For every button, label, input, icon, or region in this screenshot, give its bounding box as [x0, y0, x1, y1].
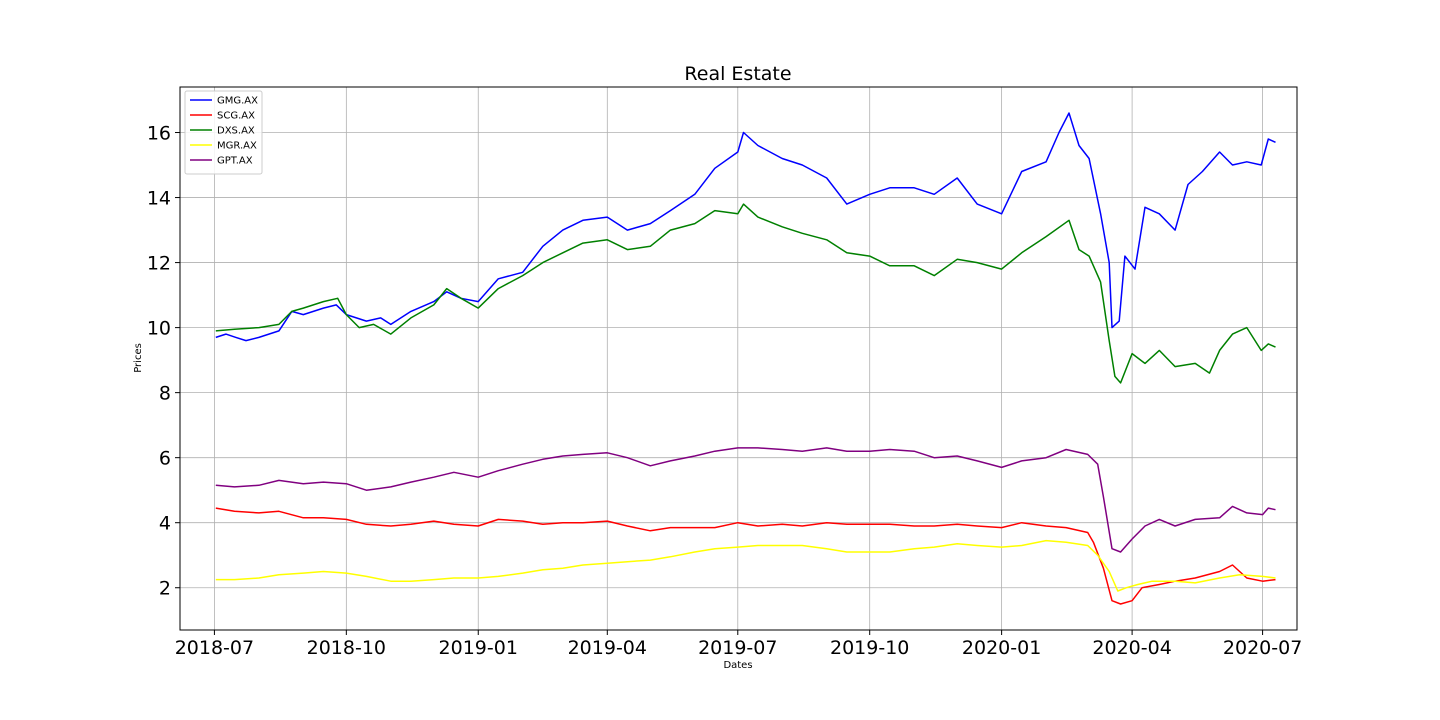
chart-title: Real Estate — [684, 63, 791, 85]
y-tick-label: 2 — [159, 578, 171, 600]
x-tick-label: 2019-04 — [568, 637, 647, 659]
series-layer — [215, 112, 1276, 605]
y-tick-label: 10 — [147, 318, 171, 340]
x-tick-label: 2018-07 — [175, 637, 254, 659]
y-axis-label: Prices — [133, 343, 144, 373]
y-axis: 2 4 6 8 10 12 14 16 — [147, 123, 180, 600]
grid — [180, 87, 1297, 630]
series-line-gpt-ax — [215, 447, 1276, 553]
x-tick-label: 2019-01 — [439, 637, 518, 659]
series-line-scg-ax — [215, 507, 1276, 605]
series-line-gmg-ax — [215, 112, 1276, 342]
legend-label: MGR.AX — [217, 141, 257, 152]
y-tick-label: 14 — [147, 188, 171, 210]
y-tick-label: 4 — [159, 513, 171, 535]
x-tick-label: 2020-01 — [962, 637, 1041, 659]
legend-label: GMG.AX — [217, 96, 258, 107]
series-line-mgr-ax — [215, 539, 1276, 592]
x-tick-label: 2019-10 — [830, 637, 909, 659]
x-axis: 2018-07 2018-10 2019-01 2019-04 2019-07 2019-… — [175, 630, 1302, 659]
legend-label: SCG.AX — [217, 111, 255, 122]
x-tick-label: 2019-07 — [698, 637, 777, 659]
plot-frame — [179, 86, 1298, 631]
y-tick-label: 12 — [147, 253, 171, 275]
legend-box — [184, 90, 263, 175]
y-tick-label: 8 — [159, 383, 171, 405]
x-tick-label: 2018-10 — [307, 637, 386, 659]
legend-label: GPT.AX — [217, 156, 253, 167]
y-tick-label: 6 — [159, 448, 171, 470]
y-tick-label: 16 — [147, 123, 171, 145]
x-tick-label: 2020-04 — [1092, 637, 1171, 659]
legend: GMG.AX SCG.AX DXS.AX MGR.AX GPT.AX — [184, 90, 263, 175]
x-axis-label: Dates — [723, 660, 752, 671]
x-tick-label: 2020-07 — [1223, 637, 1302, 659]
series-line-dxs-ax — [215, 203, 1276, 384]
legend-label: DXS.AX — [217, 126, 255, 137]
